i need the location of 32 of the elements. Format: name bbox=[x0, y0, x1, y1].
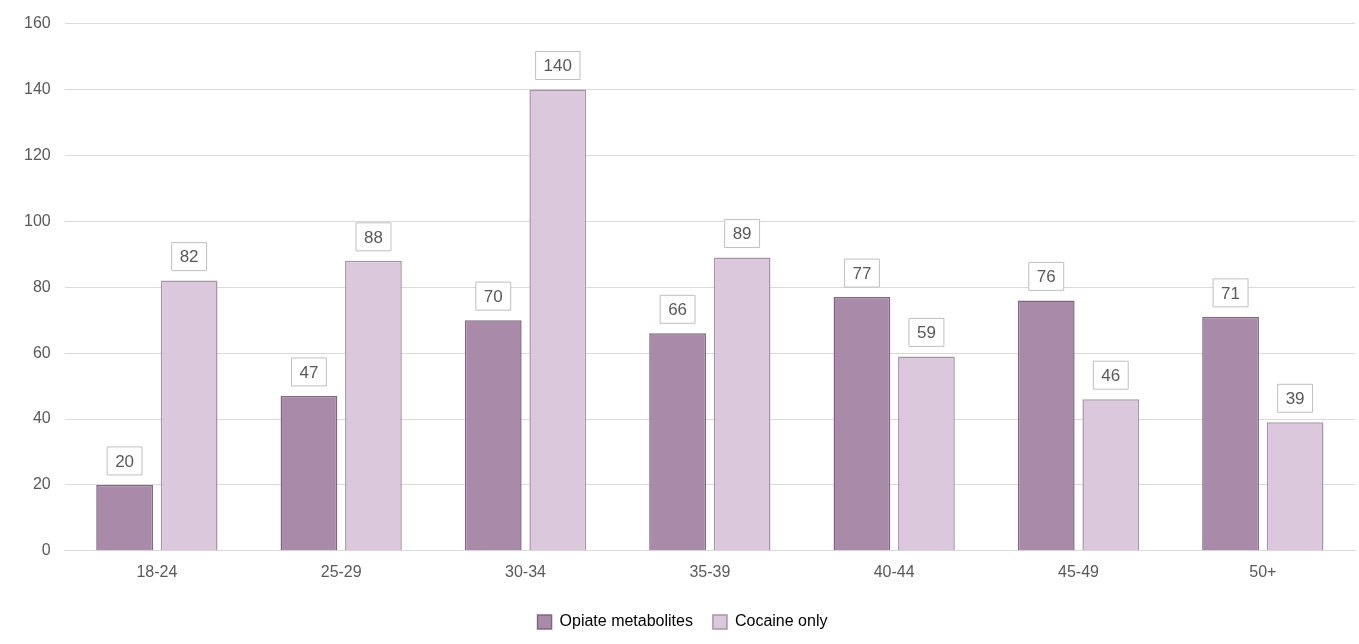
data-label: 77 bbox=[852, 263, 872, 283]
y-tick-label: 60 bbox=[32, 343, 51, 361]
legend-label: Opiate metabolites bbox=[559, 612, 693, 630]
y-tick-label: 80 bbox=[32, 277, 51, 295]
x-tick-label: 25-29 bbox=[320, 562, 362, 580]
data-label: 76 bbox=[1036, 267, 1056, 287]
data-label: 89 bbox=[732, 224, 752, 244]
y-tick-label: 40 bbox=[32, 409, 51, 427]
x-tick-label: 30-34 bbox=[505, 562, 547, 580]
data-label: 71 bbox=[1221, 283, 1241, 303]
x-tick-label: 45-49 bbox=[1058, 562, 1100, 580]
data-label: 20 bbox=[115, 451, 135, 471]
x-tick-label: 35-39 bbox=[689, 562, 731, 580]
legend-label: Cocaine only bbox=[734, 612, 828, 630]
data-label: 88 bbox=[363, 227, 383, 247]
y-tick-label: 120 bbox=[23, 145, 51, 163]
y-tick-label: 0 bbox=[41, 541, 51, 559]
data-label: 46 bbox=[1101, 365, 1121, 385]
data-label: 59 bbox=[916, 323, 936, 343]
y-tick-label: 160 bbox=[23, 14, 51, 32]
data-label: 82 bbox=[179, 247, 199, 267]
data-label: 66 bbox=[668, 300, 688, 320]
x-tick-label: 50+ bbox=[1249, 562, 1277, 580]
y-tick-label: 140 bbox=[23, 79, 51, 97]
data-label: 47 bbox=[299, 362, 319, 382]
data-label: 39 bbox=[1285, 388, 1305, 408]
x-tick-label: 40-44 bbox=[873, 562, 915, 580]
data-label: 140 bbox=[543, 56, 572, 76]
data-label: 70 bbox=[483, 286, 503, 306]
x-tick-label: 18-24 bbox=[136, 562, 178, 580]
y-tick-label: 100 bbox=[23, 211, 51, 229]
y-tick-label: 20 bbox=[32, 475, 51, 493]
